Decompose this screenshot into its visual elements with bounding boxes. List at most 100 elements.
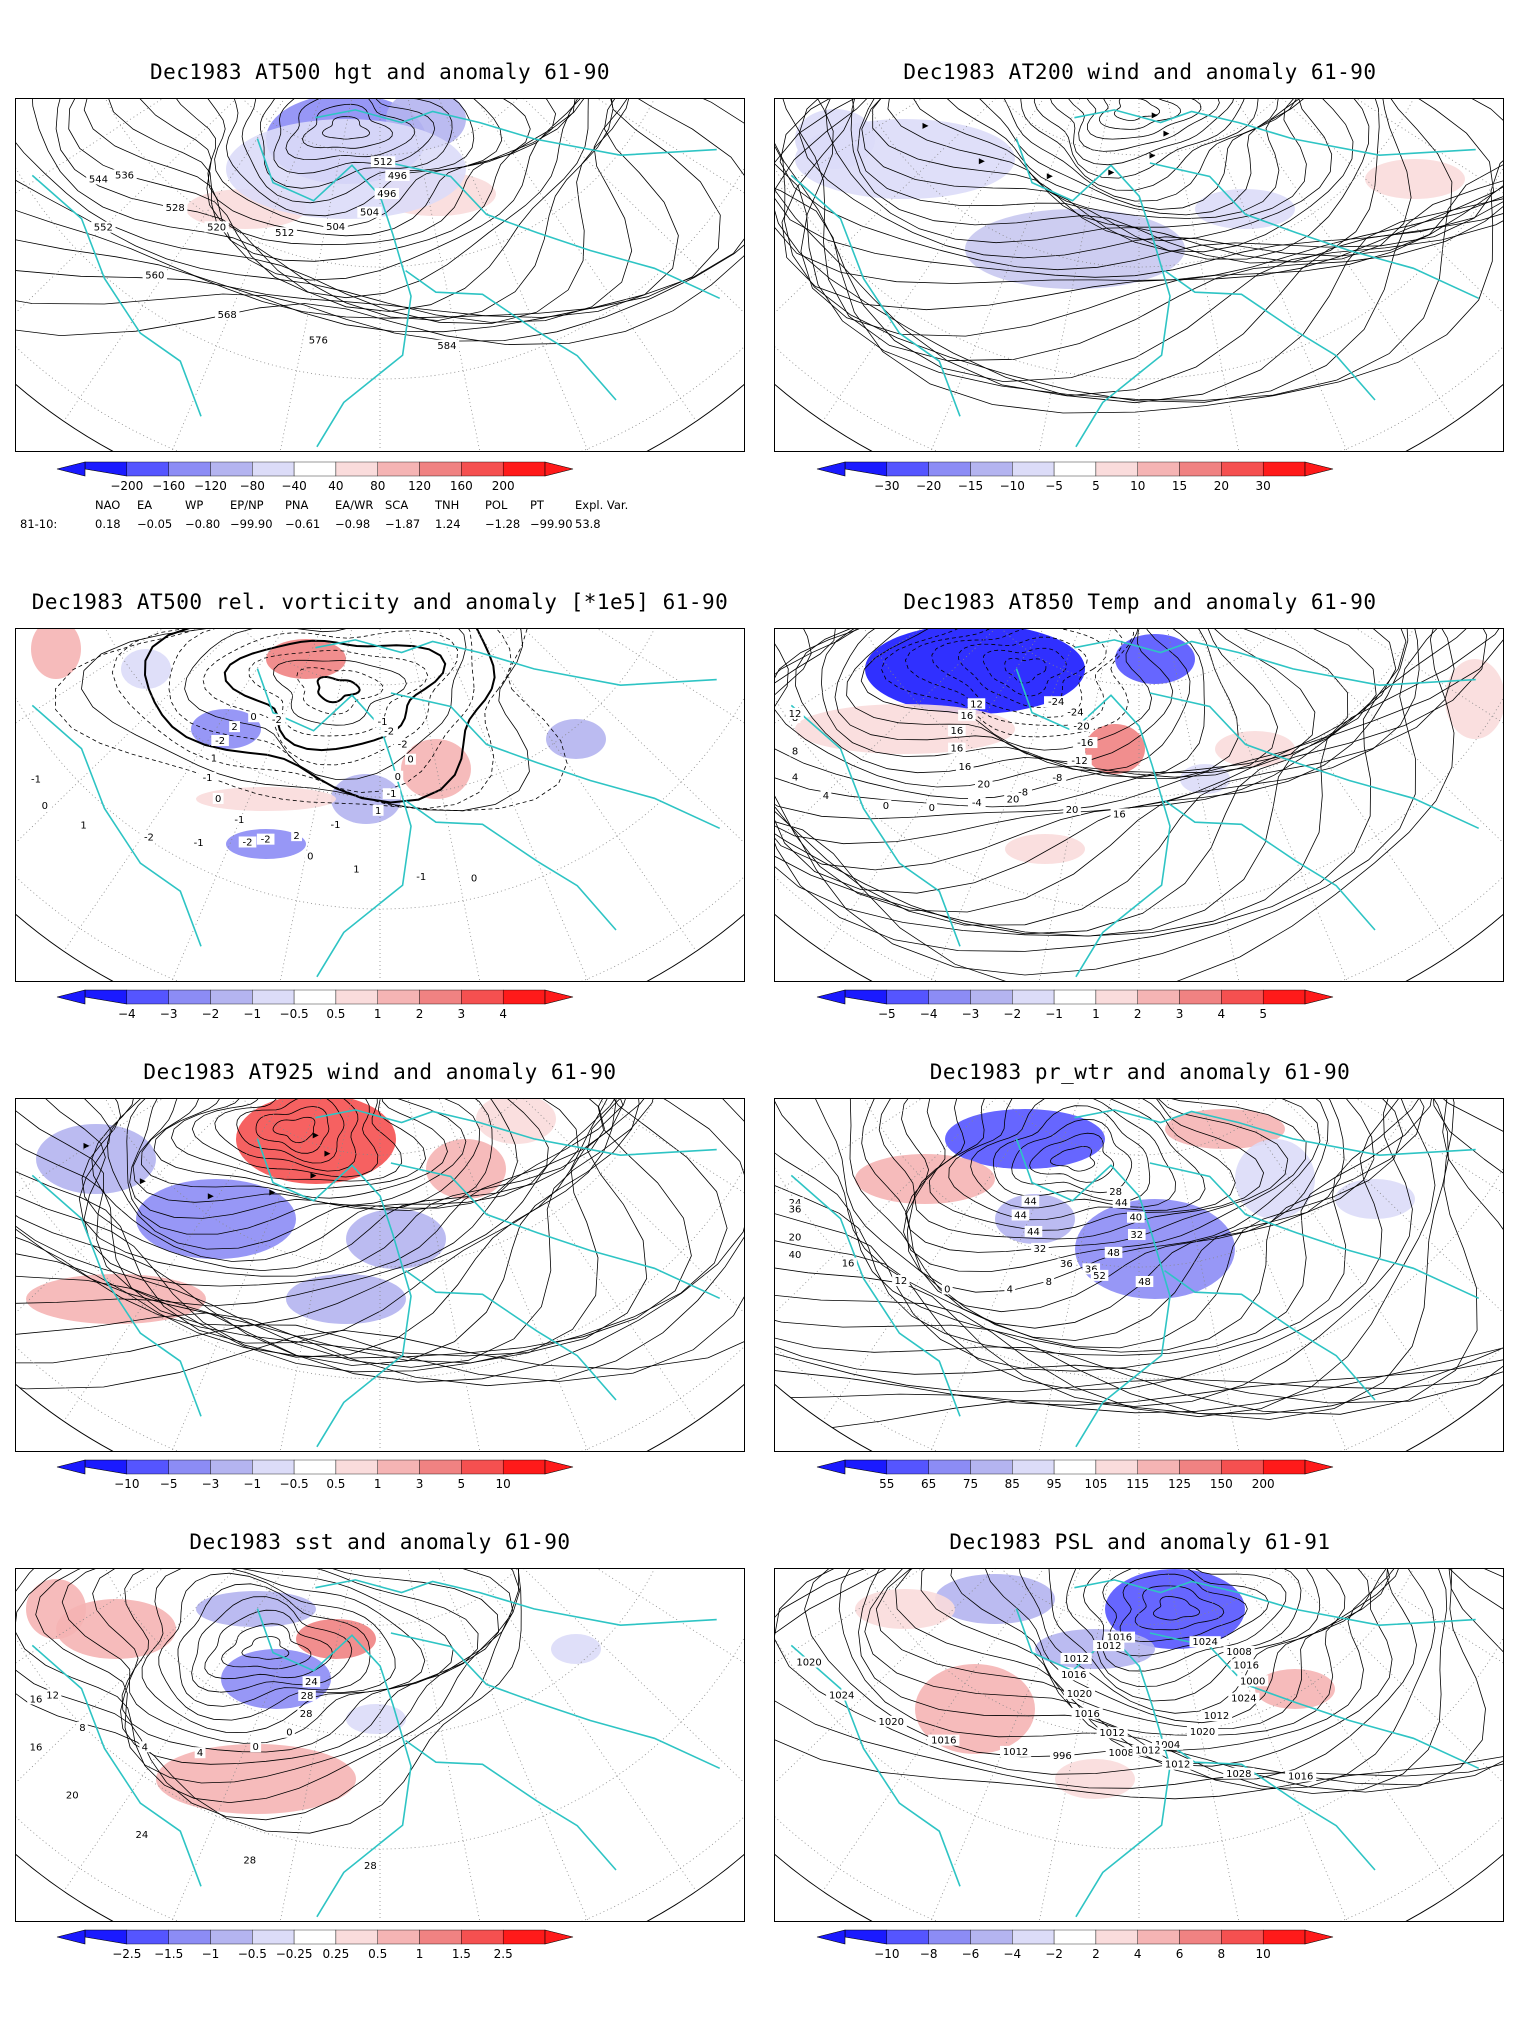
- colorbar-segment: [461, 1459, 504, 1475]
- contour-label-bg: [256, 833, 275, 845]
- colorbar-segment: [1053, 989, 1097, 1005]
- colorbar-tick-label: −8: [920, 1947, 938, 1961]
- contour-label: -2: [384, 727, 394, 738]
- streamline-arrow: [310, 1172, 317, 1179]
- contour-label-bg: [361, 1859, 380, 1871]
- contour-label: 496: [377, 189, 396, 200]
- contour-line: [35, 1569, 514, 1784]
- coastline: [790, 1644, 961, 1887]
- meridian-line: [16, 99, 381, 262]
- contour-label-bg: [1200, 1710, 1233, 1722]
- colorbar-segment: [970, 1929, 1013, 1945]
- contour-label-bg: [928, 1734, 960, 1746]
- colorbar-segment: [126, 989, 169, 1005]
- contour-label-bg: [268, 714, 286, 726]
- meridian-line: [1138, 629, 1358, 981]
- colorbar-segment: [1262, 461, 1306, 477]
- teleconnection-row-label: 81-10:: [20, 517, 58, 531]
- colorbar-tick-label: −40: [281, 479, 306, 493]
- contour-line: [1065, 1569, 1302, 1687]
- coastline: [31, 1644, 202, 1887]
- anomaly-shading: [346, 1209, 446, 1269]
- anomaly-shading: [945, 1109, 1105, 1169]
- meridian-line: [63, 1569, 381, 1892]
- colorbar-tick-label: 1: [374, 1477, 382, 1491]
- colorbar-segment: [461, 461, 504, 477]
- meridian-line: [379, 1569, 744, 1732]
- contour-line: [68, 99, 596, 299]
- coastline: [1015, 668, 1171, 978]
- contour-label-bg: [968, 797, 986, 809]
- contour-label: 0: [407, 755, 413, 766]
- contour-label: -12: [1071, 756, 1087, 767]
- contour-label: -1: [386, 789, 396, 800]
- meridian-line: [1138, 1569, 1251, 1921]
- teleconnection-value: 0.18: [95, 517, 121, 531]
- contour-label: 48: [1107, 1248, 1120, 1259]
- colorbar-segment: [377, 461, 420, 477]
- colorbar-segment: [293, 461, 337, 477]
- contour-label-bg: [372, 804, 384, 816]
- streamline-arrow: [207, 1193, 214, 1200]
- teleconnection-value: −0.05: [137, 517, 173, 531]
- contour-label-bg: [1112, 1196, 1131, 1208]
- contour-line: [16, 1099, 670, 1357]
- coastline: [390, 162, 721, 300]
- colorbar-segment: [1053, 1459, 1097, 1475]
- colorbar-arrow-left: [84, 1929, 128, 1945]
- colorbar-tick-label: 65: [921, 1477, 936, 1491]
- contour-label-bg: [1044, 696, 1069, 708]
- map-hgt500: 512 496 496 504 504 512 520 528 536 544 552 560 568 5…: [15, 98, 745, 452]
- contour-label-bg: [43, 1689, 62, 1701]
- contour-line: [1119, 1573, 1248, 1643]
- anomaly-shading: [915, 1664, 1035, 1754]
- coastline: [790, 1174, 961, 1417]
- coastline: [31, 1174, 202, 1417]
- contour-label-bg: [211, 735, 229, 747]
- contour-label-bg: [112, 169, 137, 181]
- contour-label: 0: [471, 874, 477, 885]
- contour-label: 32: [1130, 1230, 1143, 1241]
- colorbar-tick-label: −160: [152, 479, 185, 493]
- contour-label-bg: [789, 771, 801, 783]
- contour-label: 36: [789, 1205, 802, 1216]
- contour-label-bg: [786, 1231, 804, 1243]
- colorbar-segment: [502, 1459, 546, 1475]
- contour-line: [16, 1569, 520, 1821]
- contour-label-bg: [1237, 1675, 1269, 1687]
- colorbar-segment: [419, 461, 462, 477]
- contour-label-bg: [468, 872, 480, 884]
- contour-label-bg: [250, 1741, 262, 1753]
- contour-label: 28: [300, 1709, 313, 1720]
- coastline: [1074, 1109, 1476, 1157]
- colorbar-tick-label: 30: [1256, 479, 1271, 493]
- meridian-line: [379, 99, 492, 451]
- contour-label-bg: [189, 837, 208, 849]
- contour-label: 16: [30, 1743, 43, 1754]
- contour-label-bg: [304, 850, 316, 862]
- colorbar-arrow-right-tip: [544, 461, 574, 477]
- contour-label: 16: [961, 711, 974, 722]
- contour-label-bg: [786, 707, 804, 719]
- contour-label: 16: [1113, 809, 1126, 820]
- colorbar-tick-label: 4: [499, 1007, 507, 1021]
- coastline: [405, 269, 617, 401]
- contour-label: 1012: [1096, 1641, 1121, 1652]
- contour-line: [16, 1099, 744, 1382]
- contour-label: -4: [972, 798, 982, 809]
- contour-label: 8: [79, 1723, 85, 1734]
- map-svg: 512 496 496 504 504 512 520 528 536 544 552 560 568 5…: [16, 99, 744, 451]
- contour-label: -1: [203, 773, 213, 784]
- meridian-line: [1138, 99, 1251, 451]
- contour-label-bg: [1057, 1258, 1076, 1270]
- contour-label-bg: [1132, 1744, 1164, 1756]
- map-svg: 2844403248368401216202436404444443236524…: [775, 1099, 1503, 1451]
- contour-line: [983, 1569, 1370, 1724]
- contour-label: -16: [1077, 738, 1093, 749]
- colorbar-segment: [1179, 989, 1222, 1005]
- contour-line: [775, 629, 1316, 800]
- meridian-line: [16, 629, 381, 880]
- coastline: [315, 109, 717, 157]
- contour-label: 1020: [1067, 1689, 1092, 1700]
